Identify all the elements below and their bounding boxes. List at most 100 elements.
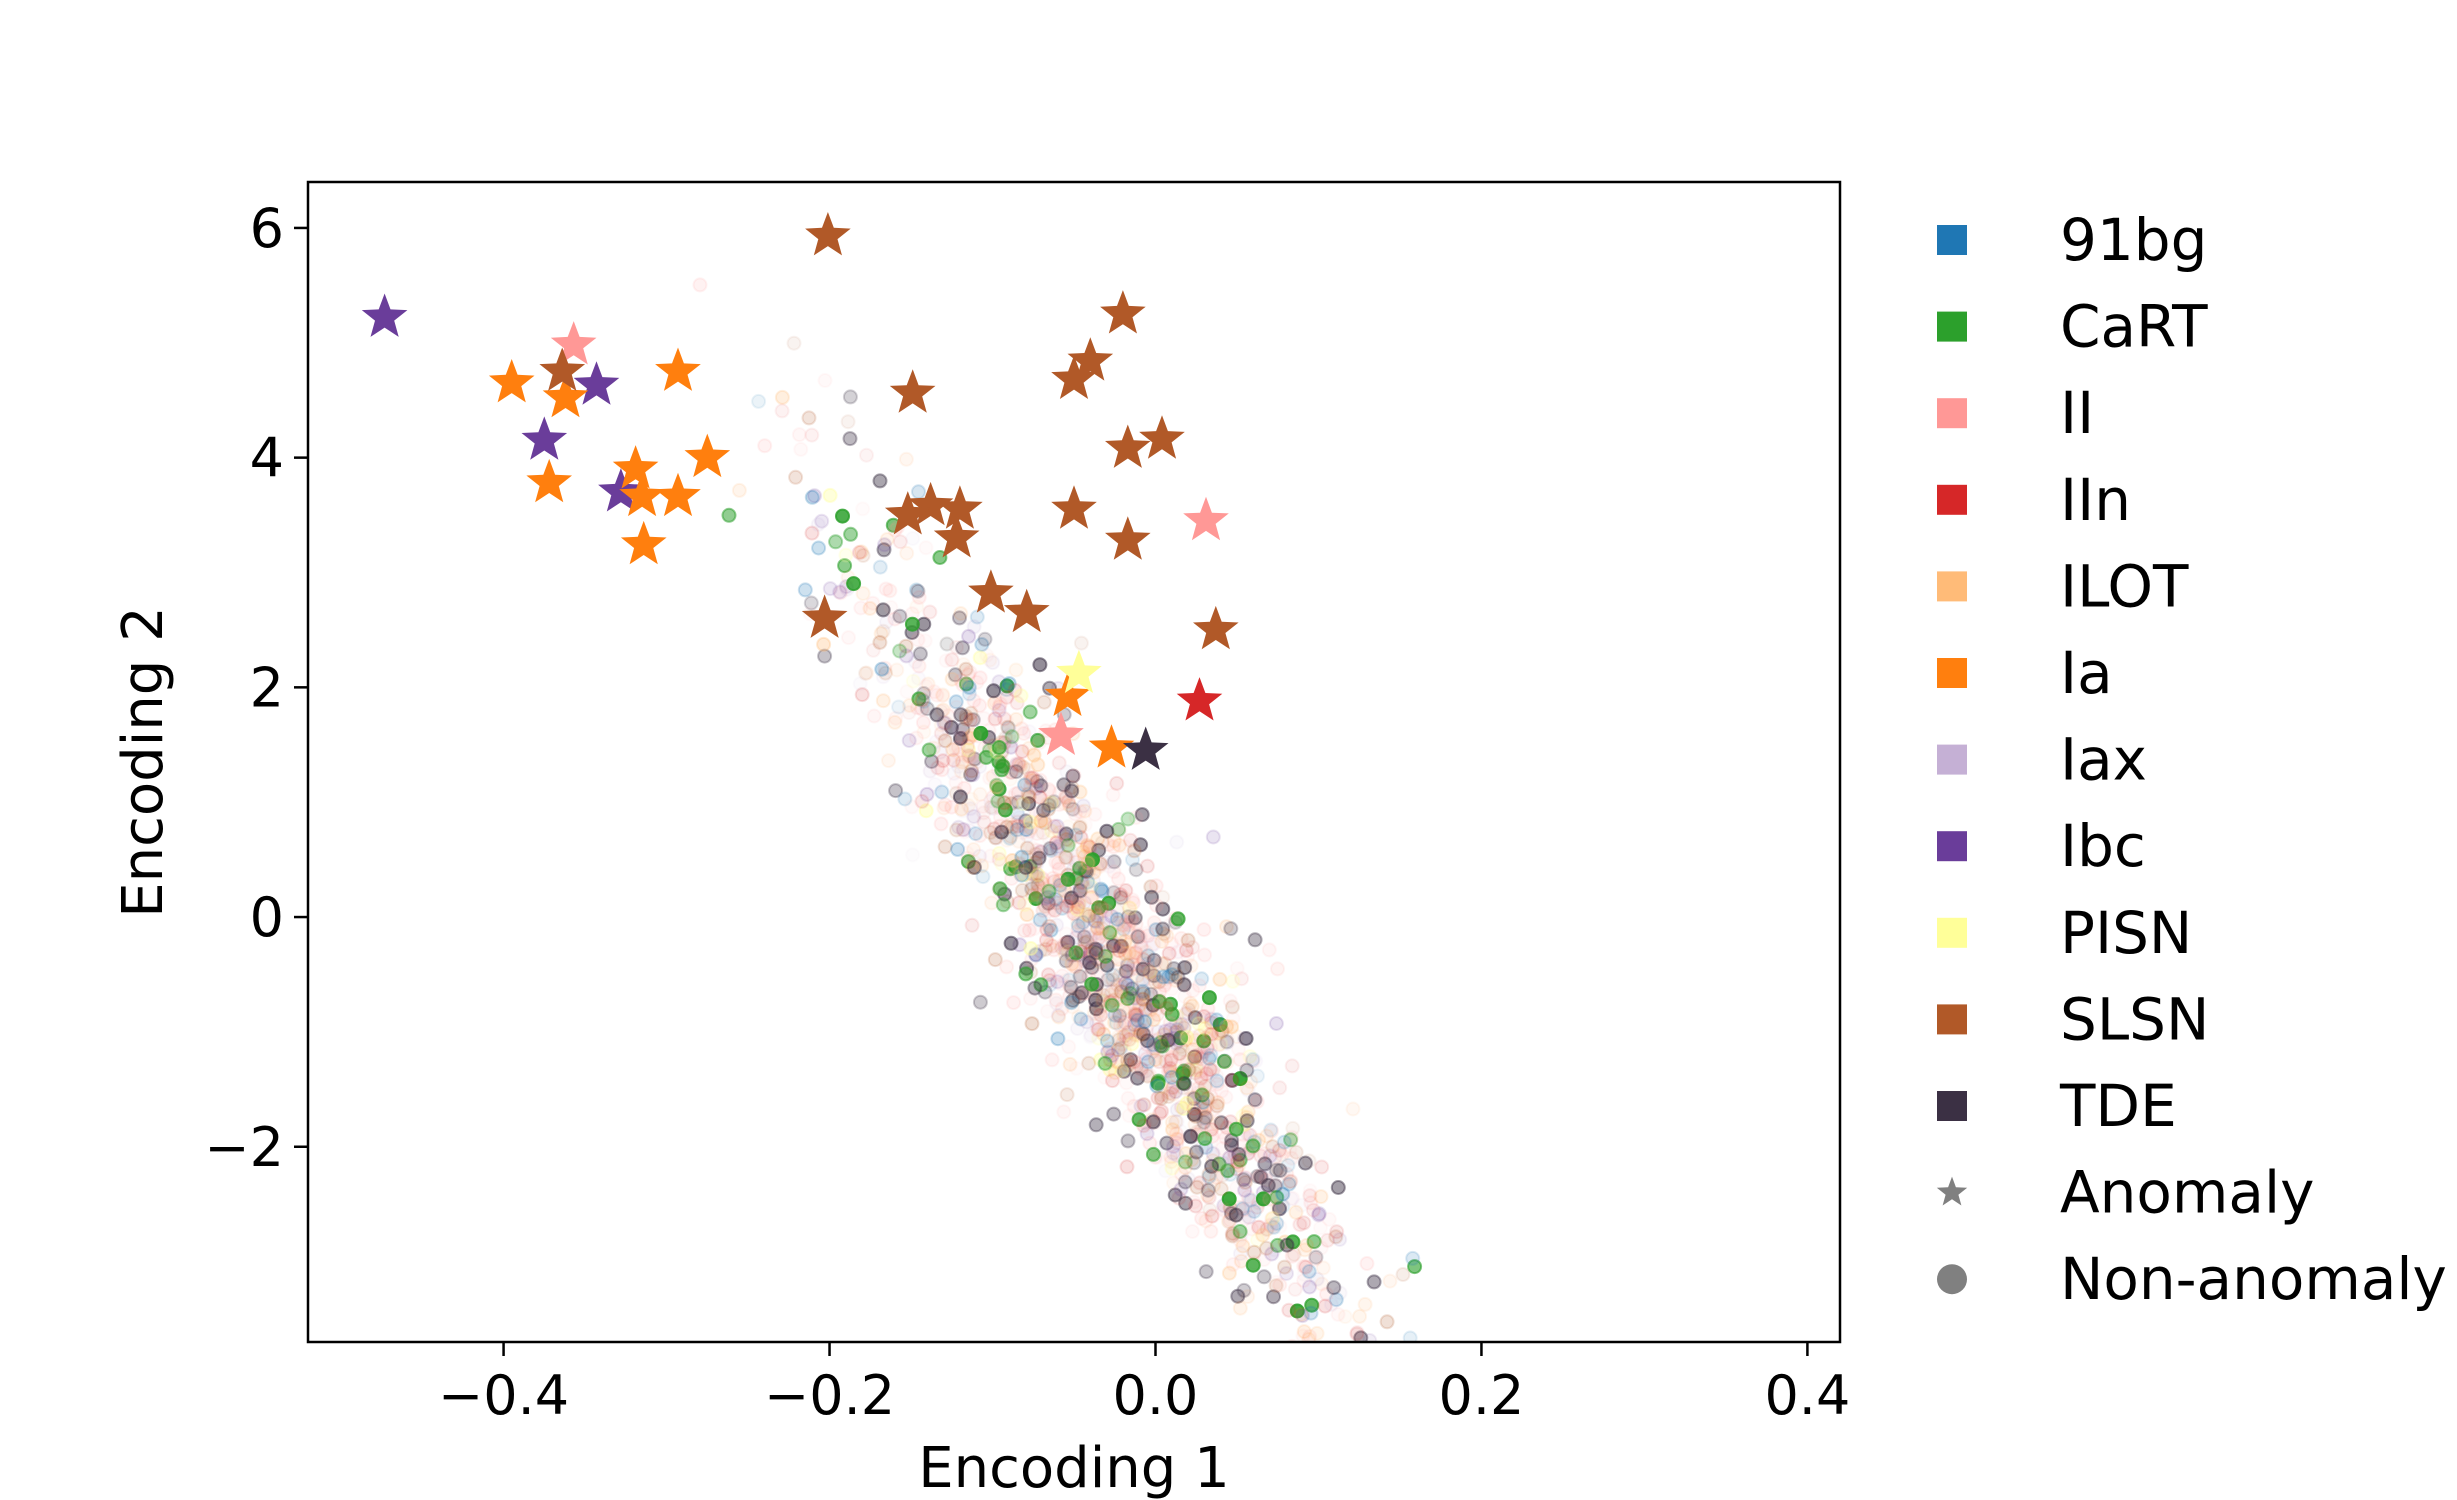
non-anomaly-point (1186, 1050, 1202, 1066)
non-anomaly-point (1240, 1289, 1256, 1305)
non-anomaly-point (1225, 1228, 1240, 1244)
non-anomaly-point (833, 585, 849, 601)
non-anomaly-point (1190, 1085, 1206, 1101)
non-anomaly-point (1062, 979, 1078, 995)
non-anomaly-point (914, 701, 930, 717)
non-anomaly-point (774, 403, 790, 419)
non-anomaly-point (997, 795, 1013, 811)
non-anomaly-point (1017, 923, 1032, 939)
anomaly-point (1122, 726, 1169, 770)
non-anomaly-point (1362, 1333, 1378, 1342)
non-anomaly-point (1122, 832, 1138, 848)
non-anomaly-point (1003, 935, 1019, 951)
non-anomaly-point (1041, 798, 1057, 813)
non-anomaly-point (1227, 1147, 1243, 1163)
non-anomaly-point (757, 438, 773, 454)
anomaly-point (542, 373, 589, 418)
non-anomaly-point (1023, 991, 1038, 1007)
anomaly-point (1067, 337, 1114, 381)
non-anomaly-point (1201, 990, 1217, 1006)
non-anomaly-point (952, 746, 968, 762)
non-anomaly-point (1069, 1021, 1085, 1036)
non-anomaly-point (1134, 807, 1150, 823)
non-anomaly-point (1146, 915, 1162, 931)
non-anomaly-point (1131, 1063, 1147, 1079)
non-anomaly-point (1218, 1130, 1234, 1146)
non-anomaly-point (1307, 1251, 1323, 1267)
non-anomaly-point (975, 799, 991, 814)
non-anomaly-point (1165, 1122, 1181, 1138)
non-anomaly-point (1285, 1120, 1301, 1136)
legend-swatch (1937, 917, 1967, 948)
non-anomaly-point (1267, 1242, 1282, 1258)
non-anomaly-point (1068, 957, 1084, 973)
non-anomaly-point (1253, 1169, 1269, 1185)
non-anomaly-point (1177, 1154, 1193, 1170)
non-anomaly-point (1008, 662, 1024, 678)
non-anomaly-point (1326, 1280, 1342, 1296)
non-anomaly-point (1272, 1277, 1288, 1293)
non-anomaly-point (1125, 957, 1141, 973)
non-anomaly-point (1019, 840, 1035, 856)
non-anomaly-point (1127, 950, 1143, 965)
non-anomaly-point (1155, 901, 1171, 917)
non-anomaly-point (1163, 1154, 1179, 1170)
anomaly-point (620, 520, 667, 565)
non-anomaly-point (1073, 943, 1089, 959)
non-anomaly-point (1349, 1326, 1365, 1342)
non-anomaly-point (1170, 1023, 1186, 1039)
non-anomaly-point (1016, 726, 1032, 741)
non-anomaly-point (1181, 1002, 1196, 1017)
non-anomaly-point (1164, 1049, 1180, 1064)
non-anomaly-point (881, 753, 896, 769)
non-anomaly-point (1157, 956, 1173, 972)
non-anomaly-point (908, 582, 924, 598)
non-anomaly-point (1184, 998, 1200, 1014)
non-anomaly-point (949, 639, 965, 655)
non-anomaly-point (1283, 1173, 1299, 1189)
non-anomaly-point (1271, 1142, 1287, 1158)
non-anomaly-point (1068, 945, 1084, 961)
non-anomaly-point (887, 611, 903, 627)
non-anomaly-point (1268, 1278, 1284, 1294)
non-anomaly-point (1279, 1266, 1294, 1281)
non-anomaly-point (1193, 1051, 1209, 1067)
non-anomaly-point (1093, 1007, 1109, 1023)
non-anomaly-point (1164, 967, 1180, 983)
non-anomaly-point (1277, 1144, 1292, 1160)
non-anomaly-point (1197, 947, 1213, 963)
non-anomaly-point (1051, 797, 1067, 813)
non-anomaly-point (1073, 635, 1089, 651)
non-anomaly-point (1026, 921, 1042, 937)
non-anomaly-point (1407, 1259, 1423, 1275)
non-anomaly-point (1130, 927, 1146, 943)
non-anomaly-point (1203, 1122, 1219, 1138)
non-anomaly-point (692, 277, 708, 293)
non-anomaly-point (1070, 909, 1086, 925)
non-anomaly-point (1356, 1359, 1369, 1372)
non-anomaly-point (1068, 854, 1084, 870)
non-anomaly-point (1203, 1015, 1219, 1031)
non-anomaly-point (1320, 1232, 1336, 1248)
legend-label: ILOT (2060, 552, 2189, 620)
non-anomaly-point (1068, 827, 1084, 843)
non-anomaly-point (822, 581, 838, 597)
non-anomaly-point (904, 799, 920, 815)
non-anomaly-point (1027, 868, 1043, 884)
non-anomaly-point (1309, 1271, 1325, 1287)
non-anomaly-point (1166, 1030, 1182, 1046)
non-anomaly-point (983, 848, 999, 864)
non-anomaly-point (1117, 1015, 1133, 1031)
non-anomaly-point (1075, 879, 1091, 895)
non-anomaly-point (1108, 1015, 1124, 1031)
non-anomaly-point (983, 793, 999, 809)
non-anomaly-point (1237, 1174, 1253, 1190)
non-anomaly-point (993, 800, 1009, 816)
non-anomaly-point (1091, 929, 1107, 945)
non-anomaly-point (1204, 1089, 1219, 1105)
non-anomaly-point (1105, 993, 1121, 1008)
non-anomaly-point (1044, 795, 1060, 811)
non-anomaly-point (1129, 1059, 1144, 1075)
non-anomaly-point (933, 725, 949, 741)
non-anomaly-point (1143, 1002, 1159, 1018)
